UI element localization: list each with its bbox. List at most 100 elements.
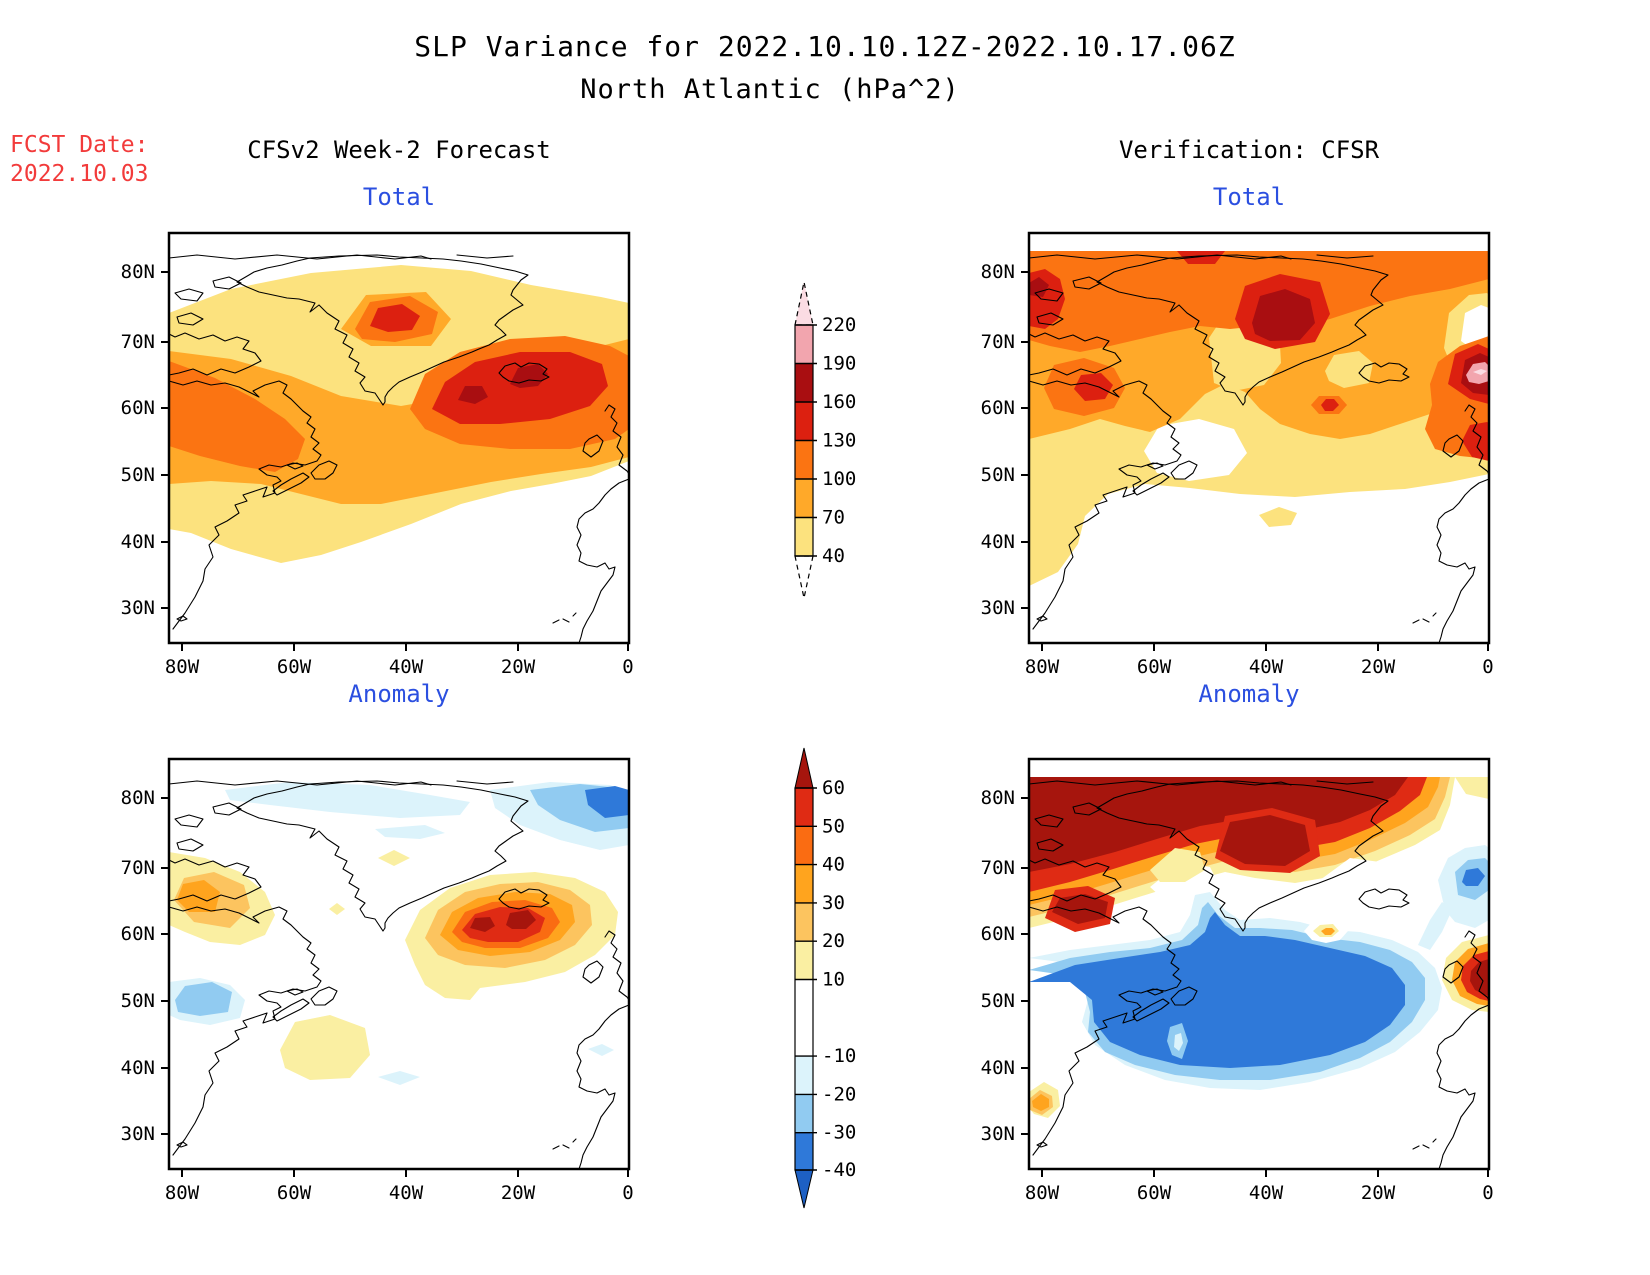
colorbar-label: -30 [822,1122,856,1144]
map-border [167,757,631,1171]
contours-verification-anomaly [1029,777,1489,1118]
axis-ticks [161,271,629,651]
lat-label: 50N [981,990,1015,1012]
lat-label: 70N [121,857,155,879]
lat-label: 50N [981,464,1015,486]
map-border [1027,231,1491,645]
colorbar-label: -40 [822,1159,856,1181]
axis-ticks [1021,797,1489,1177]
lon-label: 0 [622,1182,633,1204]
colorbar-total-upper-arrow [794,281,814,326]
subtitle-tr: Total [1212,183,1286,211]
contours-verification-total [1029,251,1489,586]
lon-label: 60W [1137,656,1172,678]
colorbar-label: -20 [822,1083,856,1105]
lat-label: 70N [981,857,1015,879]
colorbar-label: 20 [822,930,845,952]
colorbar-label: 30 [822,892,845,914]
axis-labels: 80N 70N 60N 50N 40N 30N 80W 60W 40W 20W … [981,787,1494,1204]
lat-label: 80N [981,261,1015,283]
column-header-verification: Verification: CFSR [1118,136,1380,164]
lat-label: 80N [981,787,1015,809]
colorbar-label: 40 [822,545,845,567]
lat-label: 50N [121,464,155,486]
map-forecast-total: 80N 70N 60N 50N 40N 30N 80W 60W 40W 20W … [121,231,634,678]
lat-label: 40N [121,1057,155,1079]
contours-forecast-total [169,265,629,563]
map-verification-anomaly: 80N 70N 60N 50N 40N 30N 80W 60W 40W 20W … [981,757,1494,1204]
lat-label: 70N [121,331,155,353]
colorbar-label: 160 [822,391,856,413]
colorbar-label: 190 [822,353,856,375]
colorbar-total: 220 190 160 130 100 70 40 [794,281,856,599]
axis-ticks [1021,271,1489,651]
colorbar-anomaly-upper-arrow [794,747,814,789]
lon-label: 0 [622,656,633,678]
lon-label: 40W [389,656,424,678]
lat-label: 60N [121,923,155,945]
contours-forecast-anomaly [169,782,629,1085]
colorbar-label: 130 [822,430,856,452]
lon-label: 60W [277,656,312,678]
map-border [167,231,631,645]
colorbar-anomaly-ticks [795,787,817,1171]
lat-label: 40N [981,531,1015,553]
lon-label: 80W [165,1182,200,1204]
subtitle-tl: Total [362,183,436,211]
lon-label: 20W [1361,1182,1396,1204]
axis-labels: 80N 70N 60N 50N 40N 30N 80W 60W 40W 20W … [121,261,634,678]
axis-labels: 80N 70N 60N 50N 40N 30N 80W 60W 40W 20W … [981,261,1494,678]
lat-label: 30N [121,1123,155,1145]
colorbar-label: 10 [822,969,845,991]
lat-label: 50N [121,990,155,1012]
lon-label: 80W [1025,656,1060,678]
lon-label: 80W [165,656,200,678]
lat-label: 30N [981,1123,1015,1145]
colorbar-label: 100 [822,468,856,490]
lon-label: 40W [1249,1182,1284,1204]
subtitle-br: Anomaly [1198,680,1300,708]
subtitle-bl: Anomaly [348,680,450,708]
map-border [1027,757,1491,1171]
lat-label: 80N [121,787,155,809]
axis-ticks [161,797,629,1177]
lat-label: 30N [981,597,1015,619]
colorbar-anomaly-labels: 60 50 40 30 20 10 -10 -20 -30 -40 [822,777,856,1181]
fcst-date-block: FCST Date: 2022.10.03 [10,131,148,189]
lat-label: 40N [121,531,155,553]
map-verification-total: 80N 70N 60N 50N 40N 30N 80W 60W 40W 20W … [981,231,1494,678]
colorbar-anomaly-segments [795,788,813,1170]
fcst-date-label: FCST Date: [10,132,149,158]
map-forecast-anomaly: 80N 70N 60N 50N 40N 30N 80W 60W 40W 20W … [121,757,634,1204]
lat-label: 60N [981,397,1015,419]
main-title-line2: North Atlantic (hPa^2) [580,74,960,105]
lon-label: 80W [1025,1182,1060,1204]
axis-labels: 80N 70N 60N 50N 40N 30N 80W 60W 40W 20W … [121,787,634,1204]
lat-label: 80N [121,261,155,283]
lon-label: 20W [1361,656,1396,678]
lat-label: 30N [121,597,155,619]
fcst-date-value: 2022.10.03 [10,161,149,187]
lon-label: 20W [501,1182,536,1204]
colorbar-label: 60 [822,777,845,799]
lat-label: 40N [981,1057,1015,1079]
colorbar-label: -10 [822,1045,856,1067]
lon-label: 60W [1137,1182,1172,1204]
lon-label: 0 [1482,1182,1493,1204]
lat-label: 60N [981,923,1015,945]
lon-label: 40W [389,1182,424,1204]
colorbar-label: 220 [822,314,856,336]
lon-label: 20W [501,656,536,678]
lon-label: 0 [1482,656,1493,678]
colorbar-total-lower-arrow [794,555,814,599]
colorbar-anomaly: 60 50 40 30 20 10 -10 -20 -30 -40 [794,747,856,1209]
lat-label: 60N [121,397,155,419]
colorbar-total-labels: 220 190 160 130 100 70 40 [822,314,856,567]
lon-label: 40W [1249,656,1284,678]
lon-label: 60W [277,1182,312,1204]
main-title-line1: SLP Variance for 2022.10.10.12Z-2022.10.… [414,30,1236,63]
colorbar-label: 70 [822,507,845,529]
colorbar-total-segments [795,325,813,556]
colorbar-label: 50 [822,815,845,837]
